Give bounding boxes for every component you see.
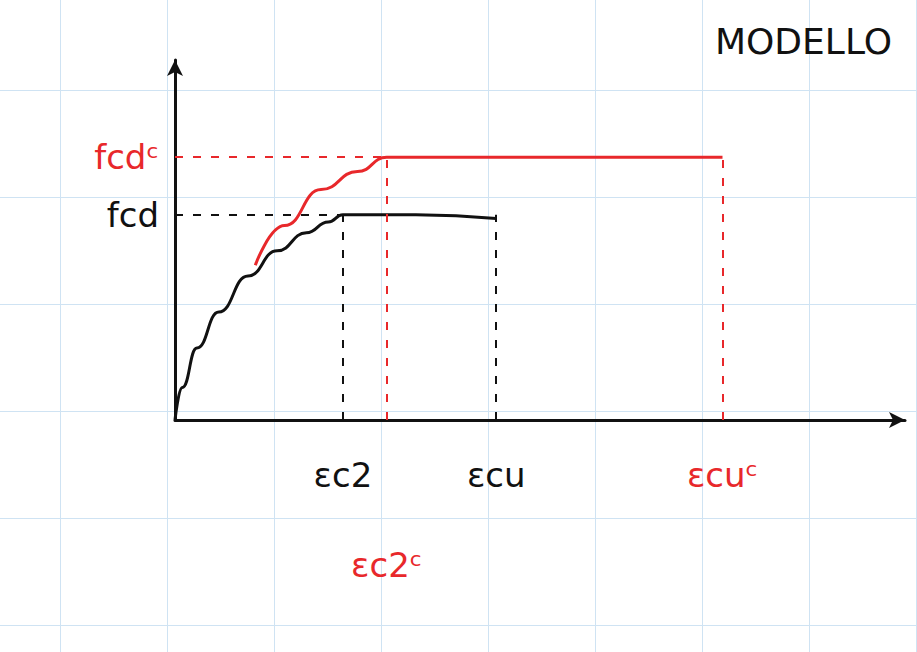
svg-text:MODELLO: MODELLO <box>715 21 892 62</box>
svg-text:εcuᶜ: εcuᶜ <box>687 455 758 495</box>
svg-text:εc2ᶜ: εc2ᶜ <box>351 545 422 585</box>
svg-text:fcd: fcd <box>107 195 159 235</box>
svg-text:fcdᶜ: fcdᶜ <box>94 137 159 177</box>
svg-text:εc2: εc2 <box>314 455 373 495</box>
svg-text:εcu: εcu <box>467 455 526 495</box>
